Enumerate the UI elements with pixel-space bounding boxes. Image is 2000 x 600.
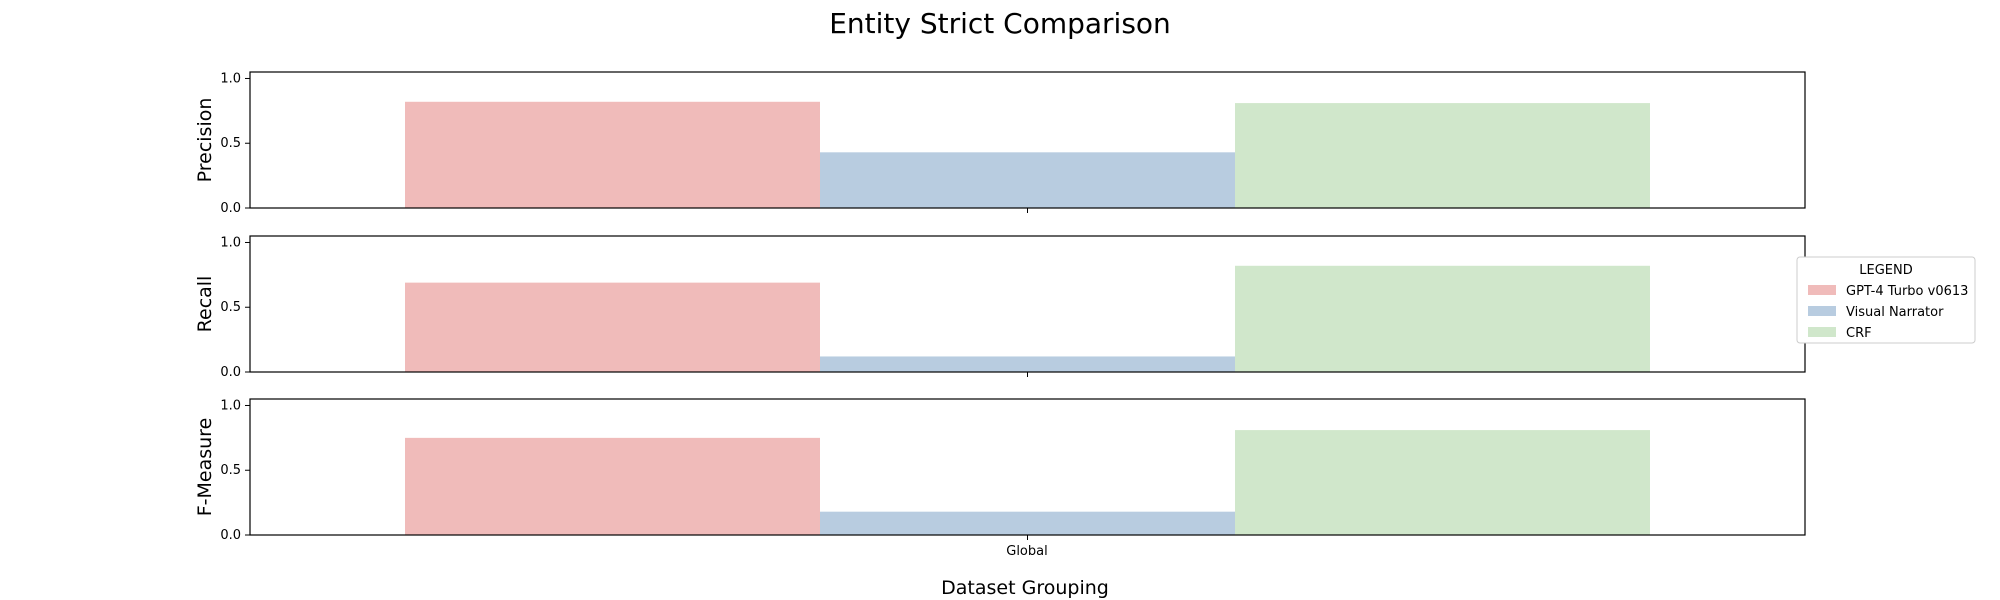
- y-axis-label-f-measure: F-Measure: [194, 418, 216, 517]
- panel-precision: 0.0 0.5 1.0 Precision: [194, 71, 1806, 216]
- panel-recall: 0.0 0.5 1.0 Recall: [194, 235, 1806, 380]
- legend-swatch: [1808, 306, 1836, 316]
- legend-box: [1796, 256, 1976, 344]
- subplots: 0.0 0.5 1.0 Precision 0.0 0.5 1.0 Recall 0.0 0.5 1…: [194, 71, 1806, 543]
- bar-recall-crf: [1235, 265, 1650, 372]
- legend-label: GPT-4 Turbo v0613: [1846, 284, 1968, 299]
- bar-recall-gpt-4-turbo-v0613: [405, 282, 820, 372]
- chart-title: Entity Strict Comparison: [829, 7, 1171, 40]
- x-axis-label: Dataset Grouping: [941, 577, 1109, 599]
- legend-swatch: [1808, 327, 1836, 337]
- y-axis-label-recall: Recall: [194, 276, 216, 333]
- legend-swatch: [1808, 285, 1836, 295]
- y-tick-label: 1.0: [220, 398, 241, 413]
- y-tick-label: 0.5: [220, 136, 241, 151]
- legend-label: CRF: [1846, 326, 1872, 341]
- legend-title: LEGEND: [1859, 263, 1912, 278]
- y-tick-label: 0.0: [220, 528, 241, 543]
- bar-precision-crf: [1235, 103, 1650, 208]
- bar-recall-visual-narrator: [820, 356, 1235, 372]
- bar-f-measure-visual-narrator: [820, 511, 1235, 535]
- y-tick-label: 1.0: [220, 235, 241, 250]
- bar-precision-gpt-4-turbo-v0613: [405, 101, 820, 208]
- bar-precision-visual-narrator: [820, 152, 1235, 208]
- x-tick-label: Global: [1006, 544, 1047, 559]
- legend: LEGEND GPT-4 Turbo v0613 Visual Narrator C…: [1796, 256, 1976, 344]
- y-axis-label-precision: Precision: [194, 98, 216, 183]
- y-tick-label: 0.5: [220, 463, 241, 478]
- panel-f-measure: 0.0 0.5 1.0 F-Measure: [194, 398, 1806, 543]
- y-tick-label: 0.5: [220, 300, 241, 315]
- y-tick-label: 0.0: [220, 365, 241, 380]
- y-tick-label: 1.0: [220, 71, 241, 86]
- legend-label: Visual Narrator: [1846, 305, 1944, 320]
- legend-items: GPT-4 Turbo v0613 Visual Narrator CRF: [1808, 284, 1968, 341]
- bar-f-measure-gpt-4-turbo-v0613: [405, 437, 820, 535]
- y-tick-label: 0.0: [220, 201, 241, 216]
- bar-f-measure-crf: [1235, 430, 1650, 535]
